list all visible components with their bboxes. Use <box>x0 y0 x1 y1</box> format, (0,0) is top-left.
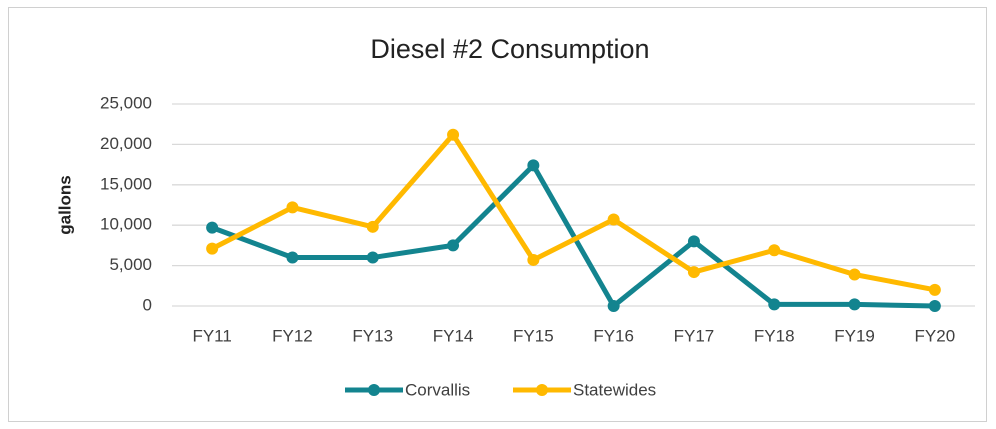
series-line <box>211 162 935 309</box>
x-tick-label: FY19 <box>834 326 875 345</box>
point <box>286 201 299 214</box>
x-tick-label: FY20 <box>915 326 956 345</box>
x-tick-label: FY16 <box>593 326 634 345</box>
x-tick-label: FY18 <box>754 326 795 345</box>
point <box>527 159 540 172</box>
point <box>687 235 700 248</box>
point <box>607 213 620 226</box>
x-tick-label: FY13 <box>352 326 393 345</box>
series-line <box>211 132 936 293</box>
point <box>286 251 299 264</box>
x-tick-label: FY14 <box>433 326 474 345</box>
legend-marker <box>368 384 380 396</box>
y-tick-label: 10,000 <box>100 215 152 234</box>
point <box>447 239 460 252</box>
point <box>848 268 861 281</box>
point <box>768 244 781 257</box>
chart-border <box>8 7 987 422</box>
point <box>527 253 540 266</box>
x-tick-label: FY12 <box>272 326 313 345</box>
point <box>768 298 781 311</box>
point <box>607 300 620 312</box>
y-tick-label: 0 <box>143 295 152 314</box>
legend-label: Corvallis <box>405 380 470 399</box>
y-tick-label: 25,000 <box>100 93 152 112</box>
x-tick-label: FY15 <box>513 326 554 345</box>
point <box>366 220 379 233</box>
legend-marker <box>536 384 548 396</box>
point <box>366 251 379 264</box>
legend-label: Statewides <box>573 380 656 399</box>
x-tick-label: FY17 <box>674 326 715 345</box>
point <box>928 283 941 296</box>
chart-title: Diesel #2 Consumption <box>370 34 649 64</box>
point <box>928 300 941 312</box>
y-tick-label: 15,000 <box>100 174 152 193</box>
point <box>206 221 219 234</box>
point <box>687 266 700 279</box>
y-axis-label: gallons <box>55 175 74 235</box>
y-tick-label: 5,000 <box>109 255 152 274</box>
point <box>206 242 219 255</box>
y-tick-label: 20,000 <box>100 134 152 153</box>
point <box>447 128 460 141</box>
point <box>848 298 861 311</box>
x-tick-label: FY11 <box>192 326 231 345</box>
